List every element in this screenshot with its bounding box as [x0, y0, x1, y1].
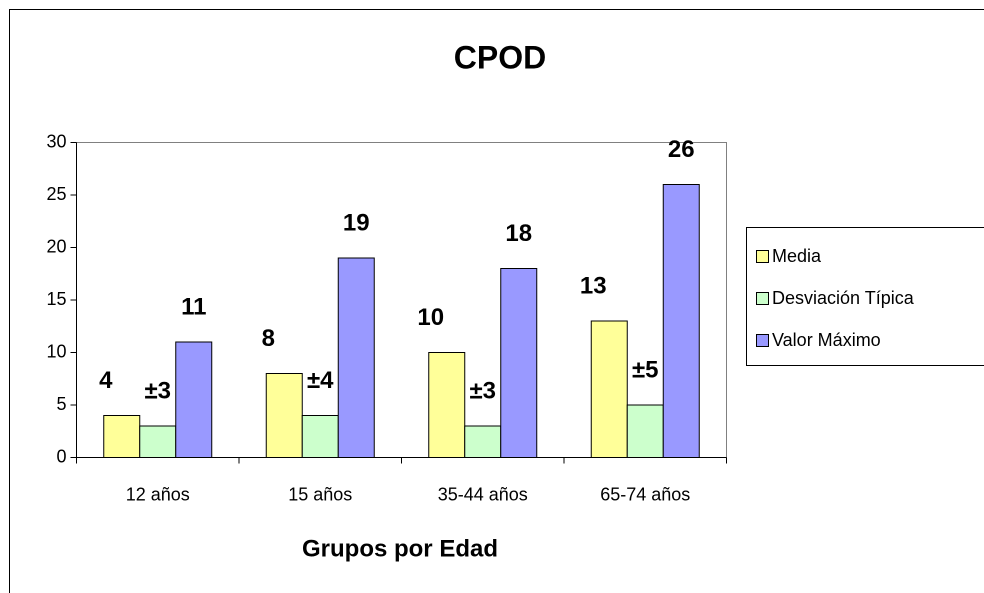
- data-label: 8: [262, 325, 275, 352]
- data-label: 13: [580, 272, 607, 299]
- bar: [103, 415, 141, 458]
- bar: [500, 268, 538, 458]
- y-tick-label: 20: [46, 236, 66, 256]
- y-tick-label: 25: [46, 184, 66, 204]
- x-axis-label: Grupos por Edad: [302, 535, 498, 562]
- legend-swatch: [756, 334, 769, 347]
- data-label: 26: [668, 136, 695, 163]
- x-tick-label: 15 años: [288, 484, 352, 504]
- bar: [590, 320, 628, 458]
- x-tick-label: 12 años: [126, 484, 190, 504]
- data-label: ±5: [632, 356, 659, 383]
- data-label: ±3: [469, 377, 496, 404]
- data-label: 10: [417, 304, 444, 331]
- bar: [139, 425, 177, 458]
- y-tick-label: 30: [46, 131, 66, 151]
- legend-label: Valor Máximo: [772, 330, 881, 350]
- bar: [337, 257, 375, 458]
- y-tick-label: 15: [46, 289, 66, 309]
- y-tick-label: 0: [56, 446, 66, 466]
- legend-swatch: [756, 250, 769, 263]
- data-label: ±3: [144, 377, 171, 404]
- data-label: ±4: [307, 367, 334, 394]
- chart-title: CPOD: [454, 39, 546, 75]
- legend-swatch: [756, 292, 769, 305]
- legend-label: Desviación Típica: [772, 288, 915, 308]
- data-label: 19: [343, 209, 370, 236]
- legend-label: Media: [772, 246, 822, 266]
- legend: [746, 227, 984, 366]
- bar: [301, 415, 339, 458]
- y-tick-label: 5: [56, 394, 66, 414]
- bar: [428, 352, 466, 458]
- bar: [265, 373, 303, 458]
- x-tick-label: 65-74 años: [600, 484, 690, 504]
- data-label: 18: [505, 220, 532, 247]
- bar: [626, 404, 664, 458]
- data-label: 4: [99, 367, 113, 394]
- bar: [175, 341, 213, 458]
- bar: [662, 184, 700, 458]
- y-tick-label: 10: [46, 341, 66, 361]
- bar: [464, 425, 502, 458]
- x-tick-label: 35-44 años: [438, 484, 528, 504]
- data-label: 11: [181, 293, 206, 320]
